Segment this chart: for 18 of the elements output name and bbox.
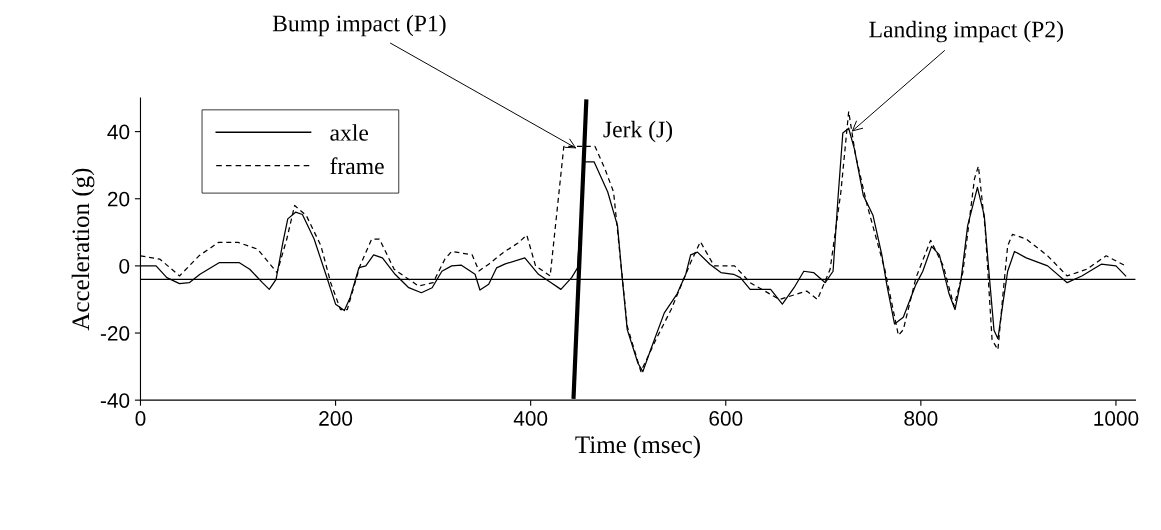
y-tick-label: 0 xyxy=(119,258,130,274)
annotation: Bump impact (P1) xyxy=(272,14,446,37)
annotation: Landing impact (P2) xyxy=(869,20,1063,43)
x-tick-label: 400 xyxy=(513,411,548,426)
x-tick-label: 0 xyxy=(135,411,146,426)
legend-label: frame xyxy=(330,157,384,175)
y-axis-title: Acceleration (g) xyxy=(71,168,95,331)
x-tick-label: 800 xyxy=(904,411,938,426)
x-tick-label: 600 xyxy=(709,411,743,426)
x-tick-label: 1000 xyxy=(1094,411,1139,426)
y-tick-label: 40 xyxy=(107,124,130,140)
y-tick-label: 20 xyxy=(107,191,130,207)
y-tick-label: -40 xyxy=(100,393,130,408)
x-tick-label: 200 xyxy=(319,411,353,426)
y-tick-label: -20 xyxy=(100,326,130,341)
x-axis-title: Time (msec) xyxy=(575,435,700,459)
legend-label: Jerk (J) xyxy=(603,120,673,143)
legend-label: axle xyxy=(330,124,369,141)
